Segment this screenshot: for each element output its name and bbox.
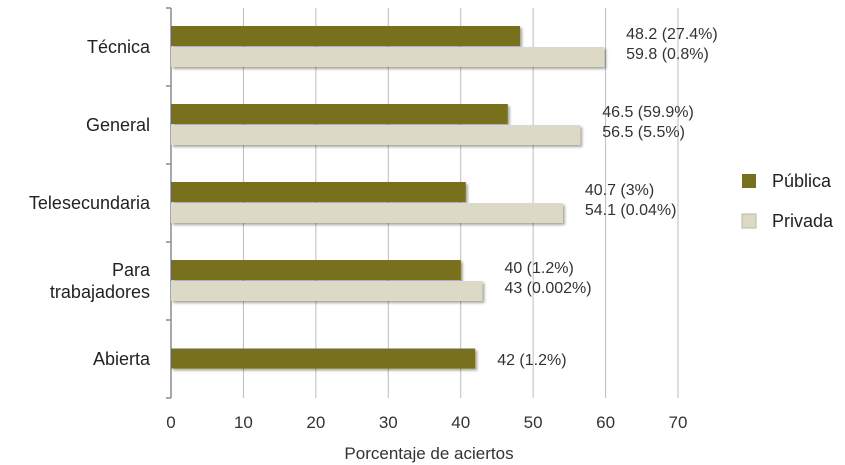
bar-publica — [171, 104, 508, 124]
x-axis-title: Porcentaje de aciertos — [344, 444, 513, 463]
category-label: trabajadores — [50, 282, 150, 302]
category-label: Abierta — [93, 349, 151, 369]
bar-privada — [171, 203, 563, 223]
x-tick-label: 0 — [166, 413, 175, 432]
category-label: General — [86, 115, 150, 135]
bar-publica — [171, 182, 466, 202]
x-tick-label: 70 — [669, 413, 688, 432]
category-label: Técnica — [87, 37, 151, 57]
category-label: Telesecundaria — [29, 193, 151, 213]
data-label: 56.5 (5.5%) — [602, 124, 685, 141]
x-tick-label: 10 — [234, 413, 253, 432]
bar-publica — [171, 348, 476, 369]
x-tick-label: 30 — [379, 413, 398, 432]
data-label: 54.1 (0.04%) — [585, 202, 677, 219]
bar-privada — [171, 47, 605, 67]
data-label: 48.2 (27.4%) — [626, 26, 718, 43]
legend-label-privada: Privada — [772, 211, 834, 231]
data-label: 42 (1.2%) — [497, 352, 566, 369]
legend-swatch-privada — [741, 213, 757, 229]
x-tick-label: 20 — [306, 413, 325, 432]
x-tick-label: 50 — [524, 413, 543, 432]
legend-label-publica: Pública — [772, 171, 832, 191]
x-tick-label: 60 — [596, 413, 615, 432]
x-tick-label: 40 — [451, 413, 470, 432]
bar-privada — [171, 125, 581, 145]
data-label: 40 (1.2%) — [504, 260, 573, 277]
data-label: 46.5 (59.9%) — [602, 104, 694, 121]
bar-publica — [171, 260, 461, 280]
category-label: Para — [112, 260, 151, 280]
data-label: 59.8 (0.8%) — [626, 46, 709, 63]
data-label: 40.7 (3%) — [585, 182, 654, 199]
legend-swatch-publica — [742, 174, 756, 188]
data-label: 43 (0.002%) — [504, 280, 591, 297]
bar-publica — [171, 26, 521, 46]
bar-privada — [171, 281, 483, 301]
